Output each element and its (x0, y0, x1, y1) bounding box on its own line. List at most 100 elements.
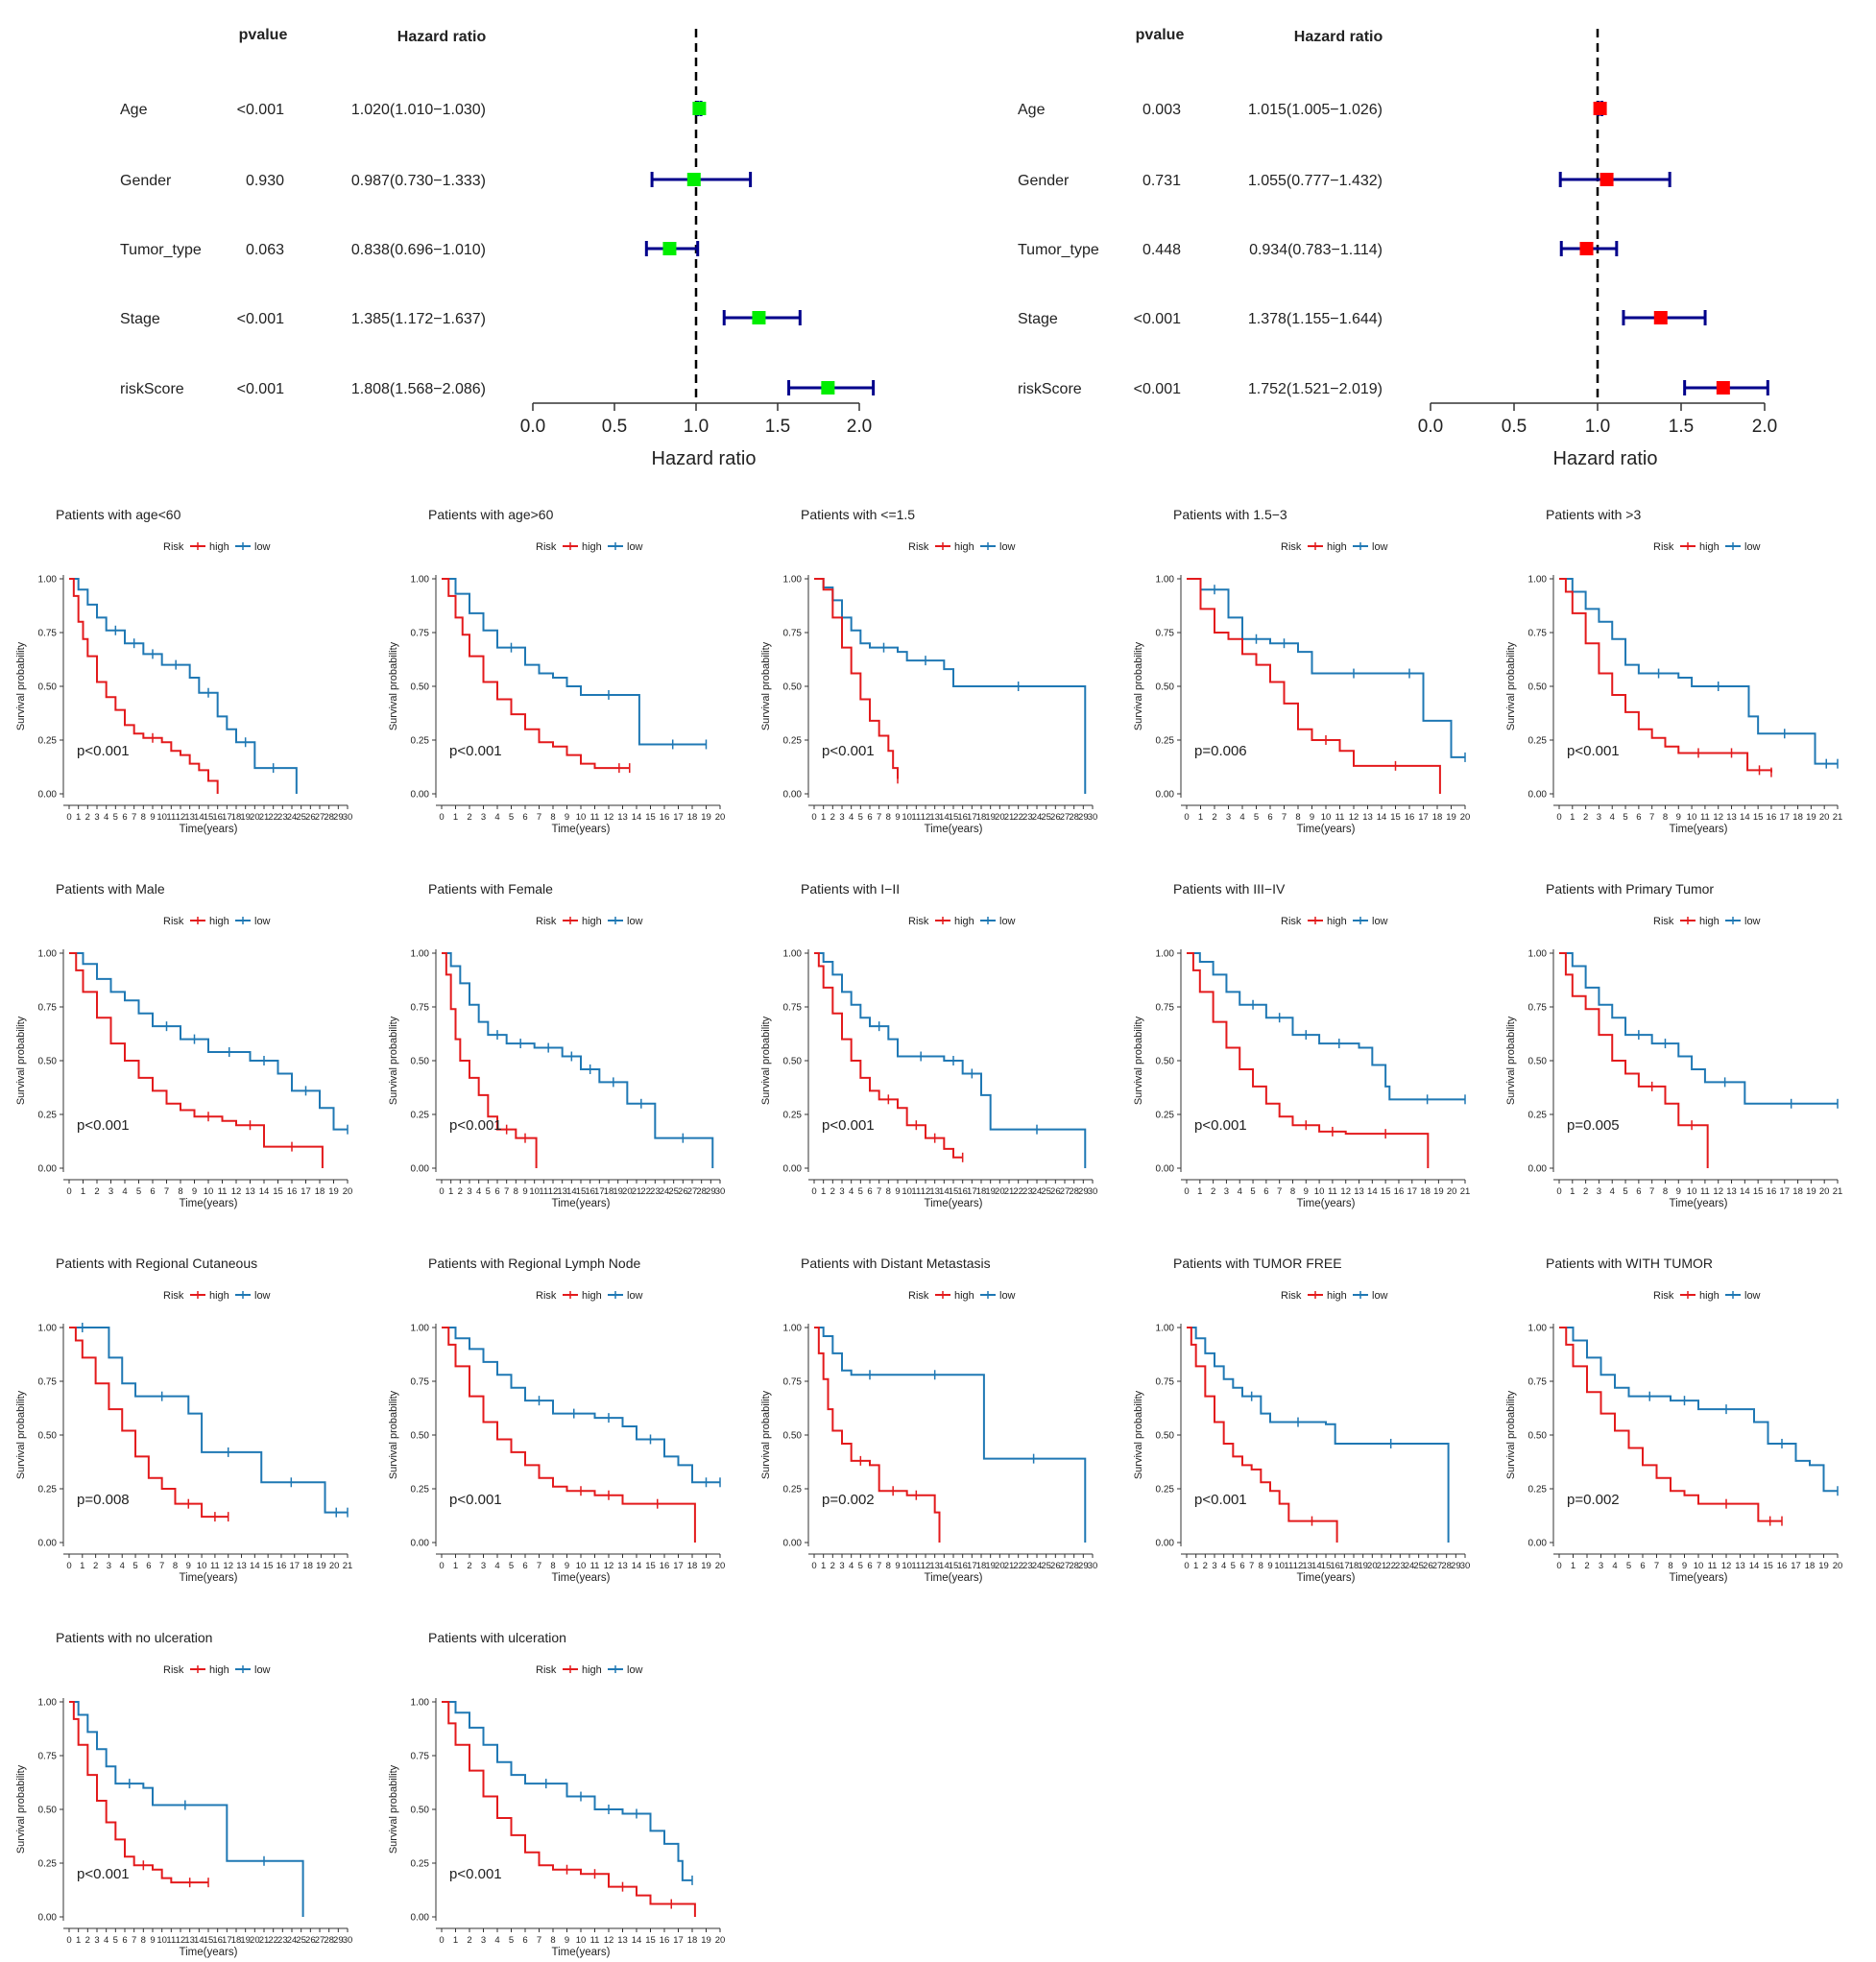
km-high-risk-curve (69, 1701, 208, 1884)
km-x-tick-label: 7 (537, 1561, 541, 1571)
km-y-tick-label: 0.25 (411, 1485, 430, 1495)
km-x-tick-label: 15 (949, 812, 959, 823)
km-title: Patients with <=1.5 (801, 507, 915, 522)
km-x-tick-label: 10 (902, 812, 912, 823)
km-legend-high-label: high (209, 1664, 229, 1676)
km-x-tick-label: 8 (1290, 1186, 1295, 1197)
km-x-tick-label: 4 (1221, 1561, 1226, 1571)
km-x-tick-label: 3 (107, 1561, 111, 1571)
km-x-tick-label: 18 (976, 812, 987, 823)
km-legend-high-label: high (582, 1290, 602, 1302)
km-x-tick-label: 9 (1267, 1561, 1272, 1571)
km-x-tick-label: 2 (467, 1561, 471, 1571)
km-x-tick-label: 24 (1405, 1561, 1415, 1571)
km-y-tick-label: 1.00 (1528, 1324, 1548, 1334)
km-x-tick-label: 19 (701, 1935, 711, 1946)
km-x-tick-label: 15 (204, 812, 214, 823)
km-x-tick-label: 20 (995, 1186, 1005, 1197)
km-legend-low-label: low (1744, 541, 1761, 553)
km-y-axis-label: Survival probability (760, 1390, 772, 1479)
km-legend-high-label: high (1327, 916, 1347, 927)
km-low-risk-curve (442, 1327, 720, 1484)
km-x-tick-label: 7 (877, 1186, 881, 1197)
km-x-tick-label: 0 (66, 812, 71, 823)
km-x-tick-label: 23 (1022, 1186, 1033, 1197)
km-y-tick-label: 0.75 (38, 1003, 58, 1014)
km-x-tick-label: 25 (1041, 1186, 1051, 1197)
km-x-tick-label: 5 (136, 1186, 141, 1197)
km-high-risk-curve (1559, 952, 1709, 1168)
km-x-tick-label: 23 (1022, 812, 1033, 823)
km-x-tick-label: 25 (668, 1186, 679, 1197)
km-x-tick-label: 14 (566, 1186, 577, 1197)
km-y-tick-label: 0.75 (411, 629, 430, 639)
km-y-tick-label: 1.00 (38, 1698, 58, 1709)
km-x-tick-label: 3 (481, 1935, 486, 1946)
km-x-tick-label: 18 (687, 1561, 698, 1571)
km-legend-high-label: high (954, 1290, 974, 1302)
km-x-tick-label: 12 (604, 812, 614, 823)
km-x-tick-label: 3 (481, 812, 486, 823)
km-x-tick-label: 6 (1267, 812, 1272, 823)
km-y-tick-label: 0.50 (783, 1431, 803, 1442)
km-legend-high-label: high (209, 541, 229, 553)
km-y-tick-label: 0.00 (1528, 1164, 1548, 1175)
km-x-tick-label: 2 (467, 1935, 471, 1946)
km-x-tick-label: 11 (911, 1561, 921, 1571)
km-panel: Patients with >3 Risk high low 0.00 0.25 0.50 0… (1505, 507, 1842, 835)
km-y-tick-label: 1.00 (783, 949, 803, 960)
km-x-tick-label: 1 (1198, 812, 1203, 823)
km-x-tick-label: 4 (849, 812, 854, 823)
km-x-tick-label: 10 (576, 812, 587, 823)
km-pvalue: p=0.006 (1194, 743, 1247, 759)
km-legend-low-label: low (627, 1664, 643, 1676)
km-x-tick-label: 6 (522, 1561, 527, 1571)
km-x-axis-label: Time(years) (925, 1572, 983, 1584)
km-x-tick-label: 7 (132, 1935, 136, 1946)
forest-x-axis-label: Hazard ratio (1553, 448, 1658, 469)
km-x-tick-label: 22 (1013, 1561, 1023, 1571)
forest-row-label: Age (1018, 102, 1046, 118)
km-x-tick-label: 16 (1777, 1561, 1788, 1571)
km-x-tick-label: 18 (1792, 812, 1803, 823)
km-x-tick-label: 5 (858, 1186, 863, 1197)
km-legend-title: Risk (536, 916, 557, 927)
km-x-tick-label: 3 (1597, 1186, 1601, 1197)
km-legend-title: Risk (536, 1290, 557, 1302)
km-x-tick-label: 2 (93, 1561, 98, 1571)
km-x-tick-label: 15 (1753, 1186, 1764, 1197)
km-high-risk-curve (814, 578, 899, 779)
km-y-tick-label: 0.75 (783, 1377, 803, 1388)
km-x-tick-label: 17 (967, 1561, 977, 1571)
forest-hr-marker (1599, 173, 1614, 186)
km-x-tick-label: 5 (113, 812, 118, 823)
km-y-tick-label: 0.50 (38, 682, 58, 693)
km-x-tick-label: 12 (176, 812, 186, 823)
km-x-tick-label: 6 (1636, 1186, 1641, 1197)
km-title: Patients with Regional Cutaneous (56, 1256, 257, 1271)
km-x-tick-label: 0 (439, 1186, 444, 1197)
km-y-axis-label: Survival probability (1133, 1016, 1144, 1105)
km-legend-low-label: low (254, 916, 271, 927)
km-x-tick-label: 12 (176, 1935, 186, 1946)
km-x-tick-label: 3 (839, 812, 844, 823)
km-x-tick-label: 25 (1413, 1561, 1424, 1571)
km-x-tick-label: 12 (548, 1186, 559, 1197)
km-y-tick-label: 0.75 (1528, 1003, 1548, 1014)
km-x-tick-label: 11 (210, 1561, 220, 1571)
km-x-tick-label: 9 (1676, 1186, 1681, 1197)
km-x-tick-label: 18 (1349, 1561, 1359, 1571)
km-pvalue: p<0.001 (449, 1492, 502, 1508)
km-x-tick-label: 6 (122, 812, 127, 823)
km-x-tick-label: 20 (622, 1186, 633, 1197)
km-high-risk-curve (814, 1327, 941, 1543)
km-x-tick-label: 5 (113, 1935, 118, 1946)
km-x-tick-label: 19 (985, 1186, 996, 1197)
forest-hr-marker (1653, 311, 1668, 324)
km-x-tick-label: 18 (976, 1561, 987, 1571)
km-x-tick-label: 6 (494, 1186, 499, 1197)
forest-x-tick-label: 1.0 (1585, 417, 1610, 437)
km-x-tick-label: 20 (715, 812, 726, 823)
km-x-tick-label: 14 (194, 1935, 204, 1946)
km-title: Patients with Primary Tumor (1546, 881, 1714, 897)
